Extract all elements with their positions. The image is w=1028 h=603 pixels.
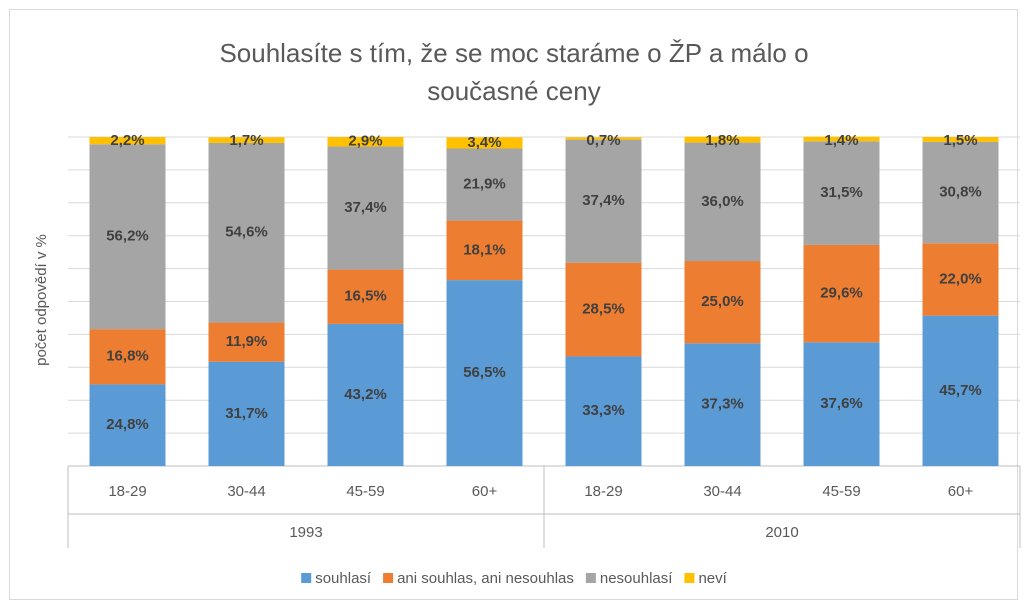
x-tick-label: 18-29 (108, 483, 146, 500)
group-label: 2010 (765, 524, 798, 541)
x-tick-label: 60+ (472, 483, 498, 500)
bar-segment (803, 342, 880, 466)
x-tick-label: 30-44 (227, 483, 265, 500)
bar-segment (89, 137, 166, 145)
value-label: 16,5% (344, 288, 387, 305)
bar-segment (684, 142, 761, 262)
value-label: 2,2% (110, 132, 144, 149)
value-label: 29,6% (820, 285, 863, 302)
bar-segment (327, 323, 404, 466)
x-tick-label: 18-29 (584, 483, 622, 500)
bar-segment (922, 315, 999, 466)
value-label: 31,5% (820, 184, 863, 201)
legend-label: nesouhlasí (600, 570, 673, 587)
bar-segment (208, 142, 285, 323)
chart-border (9, 9, 1018, 600)
chart-title: Souhlasíte s tím, že se moc staráme o ŽP… (219, 38, 809, 106)
bar-segment (565, 356, 642, 466)
value-label: 43,2% (344, 386, 387, 403)
legend-swatch (585, 573, 596, 583)
bar-segment (803, 136, 880, 142)
bar-segment (922, 137, 999, 142)
bar-segment (922, 243, 999, 316)
value-label: 1,8% (705, 132, 739, 149)
value-label: 24,8% (106, 416, 149, 433)
bar-segment (803, 141, 880, 245)
x-tick-label: 45-59 (346, 483, 384, 500)
legend-swatch (301, 573, 312, 583)
bar-segment (922, 141, 999, 244)
value-label: 37,4% (344, 199, 387, 216)
value-label: 28,5% (582, 301, 625, 318)
bar-segment (446, 148, 523, 221)
value-label: 54,6% (225, 224, 268, 241)
value-label: 11,9% (226, 333, 268, 350)
value-label: 31,7% (225, 405, 268, 422)
bar-segment (446, 137, 523, 149)
value-label: 33,3% (582, 402, 625, 419)
bar-segment (327, 146, 404, 270)
bar-segment (684, 343, 761, 466)
bar-segment (327, 269, 404, 324)
bar-segment (565, 262, 642, 357)
x-tick-label: 60+ (948, 483, 974, 500)
value-label: 37,3% (701, 396, 744, 413)
legend-label: souhlasí (315, 570, 372, 587)
value-label: 56,2% (106, 228, 149, 245)
value-label: 37,6% (820, 395, 863, 412)
bar-segment (89, 144, 166, 330)
bar-segment (208, 322, 285, 362)
value-label: 16,8% (106, 348, 149, 365)
bar-segment (208, 137, 285, 143)
bar-segment (446, 280, 523, 466)
bar-segment (684, 261, 761, 344)
bar-segment (327, 137, 404, 147)
value-label: 2,9% (348, 133, 382, 150)
bar-segment (208, 361, 285, 466)
bar-segment (684, 136, 761, 143)
group-label: 1993 (289, 524, 322, 541)
value-label: 45,7% (939, 382, 982, 399)
bar-segment (565, 139, 642, 263)
value-label: 56,5% (463, 364, 506, 381)
value-label: 25,0% (701, 293, 744, 310)
bar-segment (89, 329, 166, 385)
bar-segment (803, 244, 880, 343)
value-label: 36,0% (701, 193, 744, 210)
bar-segment (446, 220, 523, 281)
value-label: 37,4% (582, 192, 625, 209)
value-label: 1,7% (229, 132, 263, 149)
bar-segment (89, 384, 166, 466)
value-label: 1,4% (824, 132, 858, 149)
value-label: 21,9% (463, 176, 506, 193)
value-label: 30,8% (939, 184, 982, 201)
bar-segment (565, 137, 642, 140)
value-label: 1,5% (943, 132, 977, 149)
legend-swatch (684, 573, 695, 583)
legend-swatch (383, 573, 394, 583)
legend-label: neví (698, 570, 727, 587)
value-label: 22,0% (939, 270, 982, 287)
value-label: 3,4% (467, 134, 501, 151)
x-tick-label: 45-59 (822, 483, 860, 500)
y-axis-label: počet odpovědí v % (33, 234, 50, 366)
value-label: 18,1% (463, 241, 506, 258)
legend-label: ani souhlas, ani nesouhlas (397, 570, 574, 587)
value-label: 0,7% (586, 132, 620, 149)
x-tick-label: 30-44 (703, 483, 741, 500)
